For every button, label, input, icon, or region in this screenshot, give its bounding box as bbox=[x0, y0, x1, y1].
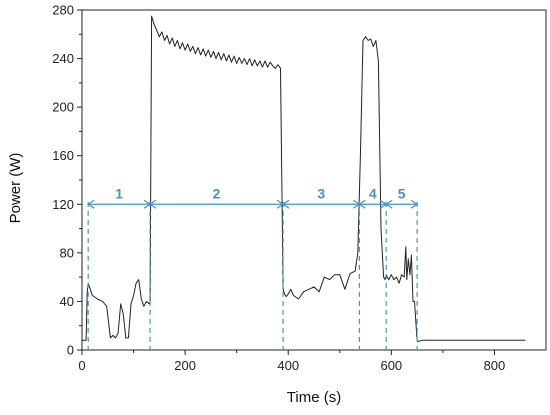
phase-arrow-head-right bbox=[410, 199, 419, 209]
axes: 0 200 400 600 800 0 40 80 120 160 200 240 280 bbox=[52, 3, 547, 373]
power-series-line bbox=[82, 15, 526, 342]
x-tick-label: 0 bbox=[78, 358, 85, 373]
y-axis-title: Power (W) bbox=[7, 153, 24, 224]
phase-arrow-head-left bbox=[385, 199, 393, 209]
x-tick-label: 600 bbox=[380, 358, 402, 373]
y-tick-label: 80 bbox=[60, 245, 74, 260]
y-tick-label: 240 bbox=[52, 51, 74, 66]
y-tick-label: 280 bbox=[52, 3, 74, 18]
phase-arrow-head-left bbox=[87, 199, 95, 209]
phase-label: 5 bbox=[398, 185, 406, 201]
y-tick-label: 200 bbox=[52, 100, 74, 115]
x-tick-label: 800 bbox=[484, 358, 506, 373]
phase-label: 4 bbox=[369, 185, 377, 201]
phase-arrow-head-left bbox=[358, 199, 366, 209]
series-layer bbox=[82, 15, 526, 342]
y-tick-label: 0 bbox=[67, 343, 74, 358]
phase-annotations: 1 2 3 4 5 bbox=[87, 185, 419, 350]
x-axis-title: Time (s) bbox=[287, 389, 341, 406]
y-tick-label: 160 bbox=[52, 148, 74, 163]
phase-arrow-head-left bbox=[281, 199, 290, 209]
x-tick-label: 200 bbox=[174, 358, 196, 373]
y-tick-label: 40 bbox=[60, 294, 74, 309]
y-tick-label: 120 bbox=[52, 197, 74, 212]
phase-label: 3 bbox=[317, 185, 325, 201]
phase-label: 2 bbox=[213, 185, 221, 201]
phase-label: 1 bbox=[115, 185, 123, 201]
phase-arrow-head-left bbox=[148, 199, 157, 209]
x-tick-label: 400 bbox=[277, 358, 299, 373]
